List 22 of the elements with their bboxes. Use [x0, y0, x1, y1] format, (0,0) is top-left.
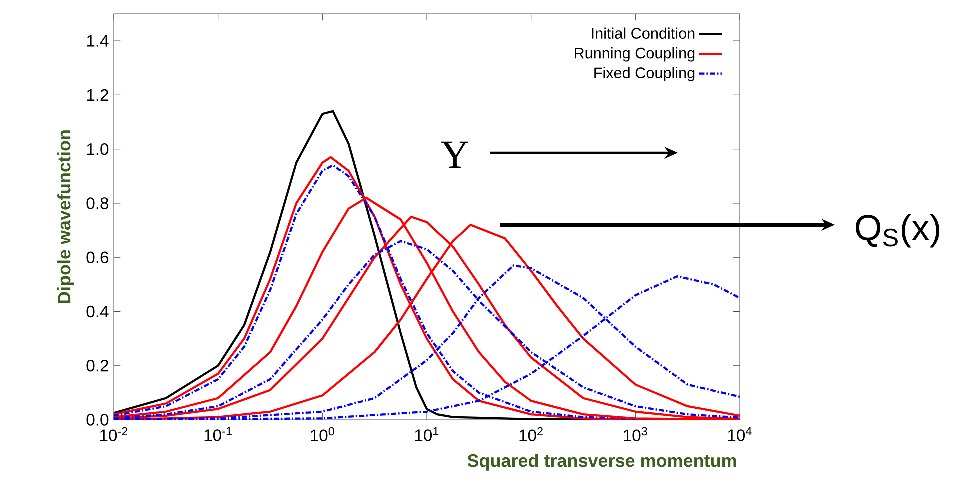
x-tick-label: 10$^{4}$: [728, 427, 752, 442]
x-tick-label: 10$^{2}$: [520, 427, 543, 442]
x-tick-label: 10$^{3}$: [624, 427, 648, 442]
y-tick-label: 1.4: [87, 35, 109, 47]
x-tick-label: 10$^{0}$: [311, 427, 334, 442]
x-axis-title: Squared transverse momentum: [468, 454, 736, 471]
y-tick-label: 1.0: [87, 143, 109, 156]
x-tick-label: 10$^{1}$: [415, 427, 439, 442]
x-tick-label: 10$^{-2}$: [100, 427, 128, 442]
y-tick-label: 0.6: [86, 252, 109, 264]
y-tick-label: 0.4: [86, 306, 109, 318]
y-tick-label: 0.8: [86, 198, 109, 210]
y-axis-title: Dipole wavefunction: [58, 130, 74, 304]
legend-label: Fixed Coupling: [594, 67, 695, 82]
y-tick-label: 0.0: [86, 414, 109, 426]
y-tick-label: 0.2: [86, 360, 108, 372]
y-tick-label: 1.2: [87, 89, 108, 102]
legend-label: Running Coupling: [575, 48, 695, 62]
text: Q$_{S}$(x): [856, 214, 940, 248]
x-tick-label: 10$^{-1}$: [204, 427, 232, 442]
annotation: Y: [441, 142, 468, 168]
legend-label: Initial Condition: [592, 28, 695, 39]
